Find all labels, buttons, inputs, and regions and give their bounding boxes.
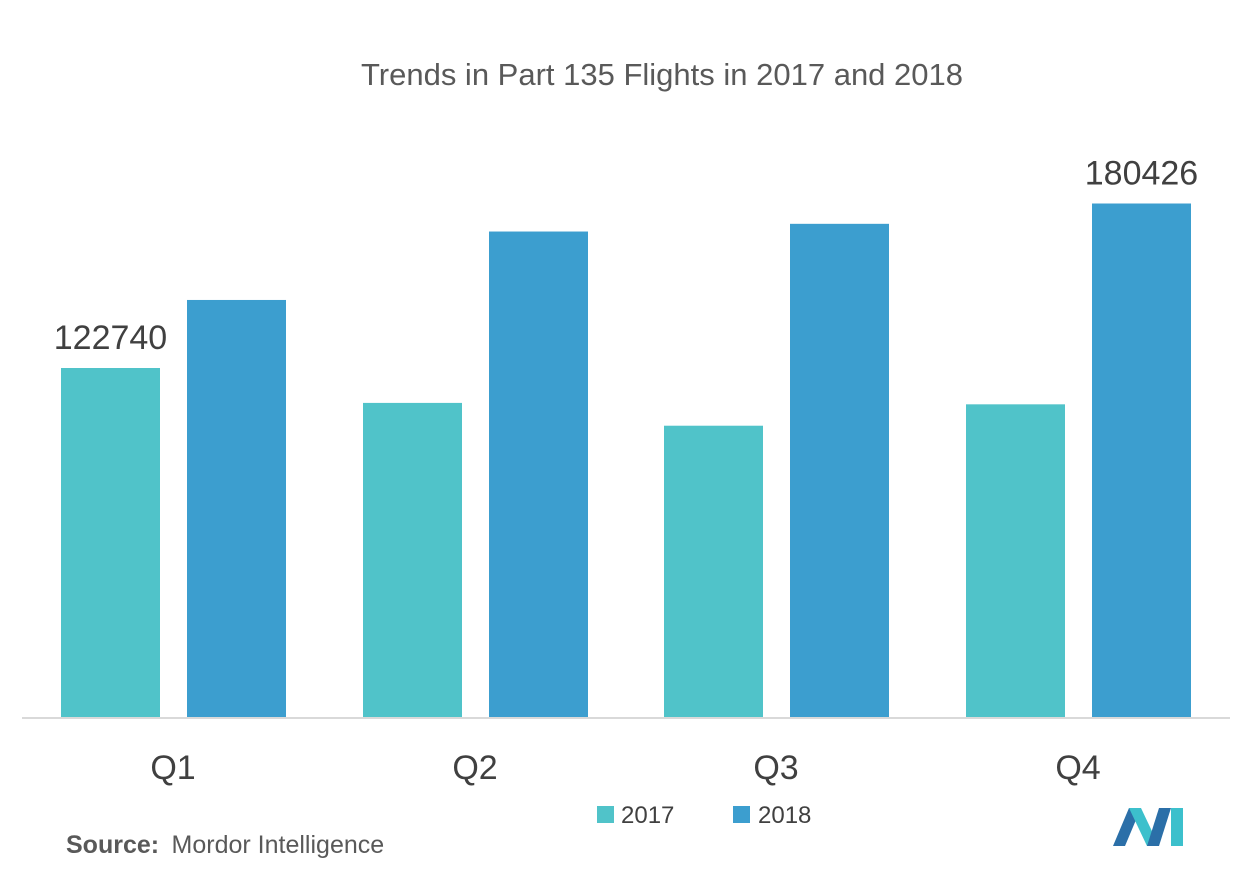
x-axis-ticks: Q1 Q2 Q3 Q4 (150, 749, 1100, 787)
x-tick-q2: Q2 (452, 749, 497, 787)
bar-2017-q4 (966, 404, 1065, 718)
logo-shape-3 (1147, 808, 1171, 846)
bars-group (61, 203, 1191, 718)
bar-2018-q3 (790, 223, 889, 718)
legend: 2017 2018 (597, 802, 811, 829)
logo-shape-4 (1171, 808, 1183, 846)
x-tick-q3: Q3 (753, 749, 798, 787)
bar-2017-q2 (363, 402, 462, 718)
legend-label-2018: 2018 (758, 802, 811, 829)
source-note: Source: Mordor Intelligence (66, 831, 384, 859)
chart-title: Trends in Part 135 Flights in 2017 and 2… (361, 57, 963, 92)
x-tick-q1: Q1 (150, 749, 195, 787)
x-tick-q4: Q4 (1055, 749, 1100, 787)
bar-2017-q1 (61, 368, 160, 718)
data-label-2018-q4: 180426 (1085, 155, 1198, 193)
bar-2018-q1 (187, 299, 286, 718)
bar-2018-q4 (1092, 203, 1191, 718)
legend-label-2017: 2017 (621, 802, 674, 829)
bar-2017-q3 (664, 425, 763, 718)
data-labels-group: 122740 180426 (54, 155, 1198, 357)
bar-2018-q2 (489, 231, 588, 718)
legend-swatch-2017 (597, 806, 614, 823)
legend-swatch-2018 (733, 806, 750, 823)
source-prefix: Source: (66, 831, 159, 859)
source-name: Mordor Intelligence (172, 831, 385, 859)
data-label-2017-q1: 122740 (54, 319, 167, 357)
mordor-intelligence-logo (1113, 808, 1183, 846)
